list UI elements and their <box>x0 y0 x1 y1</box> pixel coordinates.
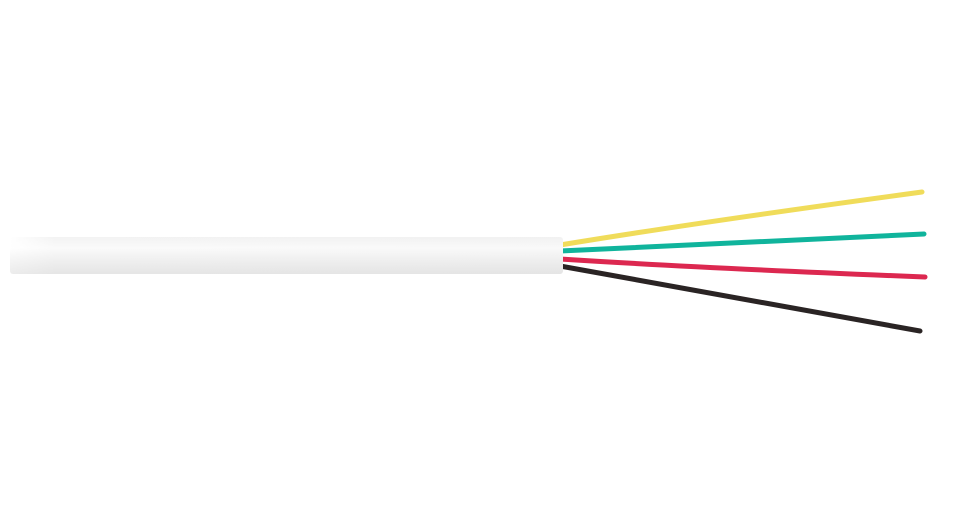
yellow-wire <box>557 189 925 248</box>
black-wire <box>557 263 923 334</box>
cable-jacket-shading <box>10 237 563 274</box>
green-wire <box>557 231 927 254</box>
red-wire <box>557 256 928 280</box>
